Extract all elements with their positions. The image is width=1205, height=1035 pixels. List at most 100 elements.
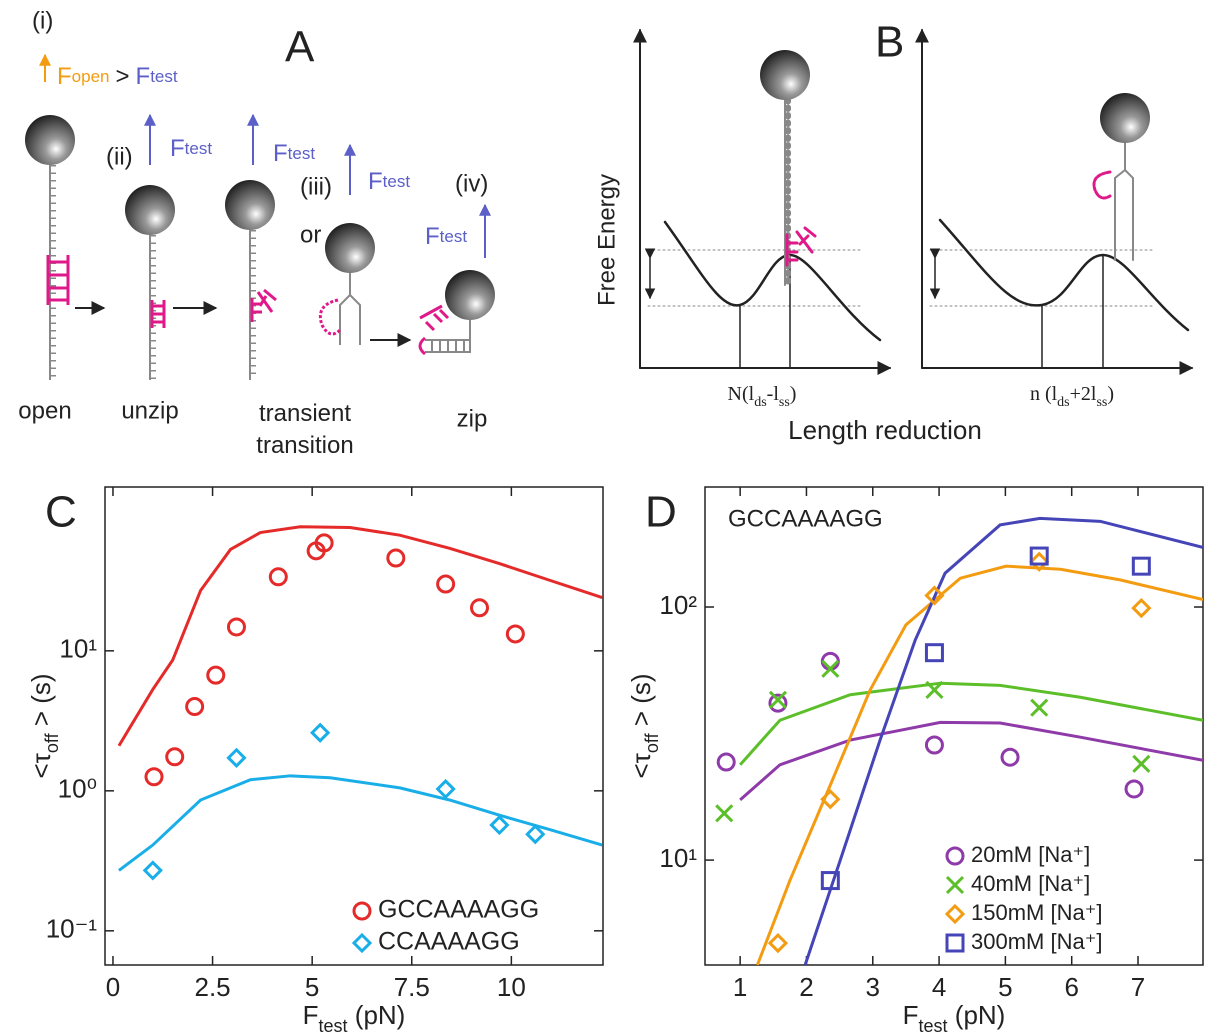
panel-label: C <box>45 488 77 537</box>
legend-marker <box>352 901 372 921</box>
data-point <box>310 722 331 743</box>
x-marker-label: n (lds+2lss) <box>1030 383 1114 410</box>
data-point <box>1000 747 1020 767</box>
legend-label: 300mM [Na⁺] <box>971 929 1102 954</box>
y-axis-label: <τoff > (s) <box>626 673 662 778</box>
legend-marker <box>351 932 373 954</box>
panel-b: B Free Energy N(lds-lss) n (lds+2lss) Le… <box>593 18 1194 445</box>
force-label: Ftest <box>368 168 410 195</box>
legend-label: 20mM [Na⁺] <box>971 842 1090 867</box>
x-tick-label: 4 <box>932 972 946 1002</box>
molecule-transient <box>225 180 277 380</box>
data-point <box>924 735 944 755</box>
legend-marker <box>944 903 966 925</box>
step-label: (ii) <box>106 143 133 170</box>
label-sub: off <box>642 732 662 753</box>
legend-label: 40mM [Na⁺] <box>971 871 1090 896</box>
molecule-open <box>25 115 75 380</box>
label-sub: test <box>919 1016 948 1035</box>
data-point <box>1029 551 1050 572</box>
legend-label: 150mM [Na⁺] <box>971 900 1102 925</box>
y-tick-label: 10⁻¹ <box>46 914 98 944</box>
y-axis-label: <τoff > (s) <box>26 673 62 778</box>
data-point <box>314 533 334 553</box>
force-label: Ftest <box>170 135 212 162</box>
data-point <box>386 548 406 568</box>
label-part: <τ <box>26 752 56 778</box>
label-part: F <box>303 1000 319 1030</box>
energy-landscape <box>644 218 1190 369</box>
data-point <box>1029 546 1049 566</box>
data-point <box>767 932 789 954</box>
molecule-unzip <box>125 185 175 380</box>
data-point <box>925 680 944 700</box>
y-tick-label: 10² <box>659 590 697 620</box>
y-tick-label: 10¹ <box>659 843 697 873</box>
label-part: (pN) <box>348 1000 406 1030</box>
data-point <box>821 659 840 678</box>
x-tick-label: 5 <box>998 972 1012 1002</box>
molecule-b2 <box>1092 93 1150 261</box>
plot-area <box>117 525 603 881</box>
data-point <box>768 690 788 709</box>
fit-line <box>803 516 1203 965</box>
legend-marker <box>945 875 965 895</box>
panel-label: D <box>645 488 677 537</box>
y-axis-label: Free Energy <box>593 174 620 306</box>
x-axis-label: Ftest (pN) <box>903 1000 1006 1035</box>
data-point <box>489 814 510 836</box>
legend-marker <box>945 846 965 866</box>
data-point <box>206 665 226 685</box>
x-tick-label: 1 <box>733 972 747 1002</box>
data-point <box>768 693 788 713</box>
step-label: (iv) <box>455 170 488 197</box>
data-point <box>436 574 456 594</box>
data-point <box>435 778 456 800</box>
data-point <box>1131 556 1151 576</box>
force-label: Ftest <box>425 223 467 250</box>
state-label: unzip <box>121 397 178 424</box>
x-tick-label: 2 <box>799 972 813 1002</box>
data-point <box>1131 597 1152 619</box>
fit-line <box>118 774 603 872</box>
y-tick-label: 10⁰ <box>58 774 97 804</box>
data-point <box>924 643 944 663</box>
data-point <box>144 767 164 787</box>
legend-label: CCAAAAGG <box>378 928 520 956</box>
x-marker-label: N(lds-lss) <box>728 383 797 410</box>
step-label: (i) <box>32 7 53 34</box>
state-label: open <box>18 397 71 424</box>
y-tick-label: 10¹ <box>59 634 97 664</box>
annotation: GCCAAAAGG <box>728 505 883 532</box>
x-tick-label: 10 <box>497 972 526 1002</box>
plot-frame <box>104 486 604 966</box>
data-point <box>165 747 185 767</box>
data-point <box>226 747 247 768</box>
force-label: Ftest <box>273 140 315 167</box>
data-point <box>185 697 205 717</box>
data-point <box>1132 754 1151 773</box>
data-point <box>525 824 546 845</box>
legend-marker <box>945 933 965 953</box>
fit-line <box>739 720 1203 801</box>
label-part: F <box>903 1000 919 1030</box>
force-comparison: Fopen > Ftest <box>57 63 178 90</box>
data-point <box>715 804 734 823</box>
x-tick-label: 3 <box>866 972 880 1002</box>
label-part: <τ <box>626 752 656 778</box>
data-point <box>820 789 841 810</box>
data-point <box>268 567 288 587</box>
x-tick-label: 6 <box>1064 972 1078 1002</box>
molecule-b1 <box>760 50 817 288</box>
x-tick-label: 2.5 <box>194 972 230 1002</box>
panel-label: A <box>285 23 315 72</box>
panel-a: A (i) Fopen > Ftest (ii) Ftest Ftest (iii)… <box>18 7 495 432</box>
x-axis-label: Length reduction <box>788 415 982 445</box>
data-point <box>142 860 163 881</box>
data-point <box>1124 779 1144 799</box>
data-point <box>226 617 246 637</box>
label-sub: test <box>319 1016 348 1035</box>
level-lines <box>647 249 1156 307</box>
